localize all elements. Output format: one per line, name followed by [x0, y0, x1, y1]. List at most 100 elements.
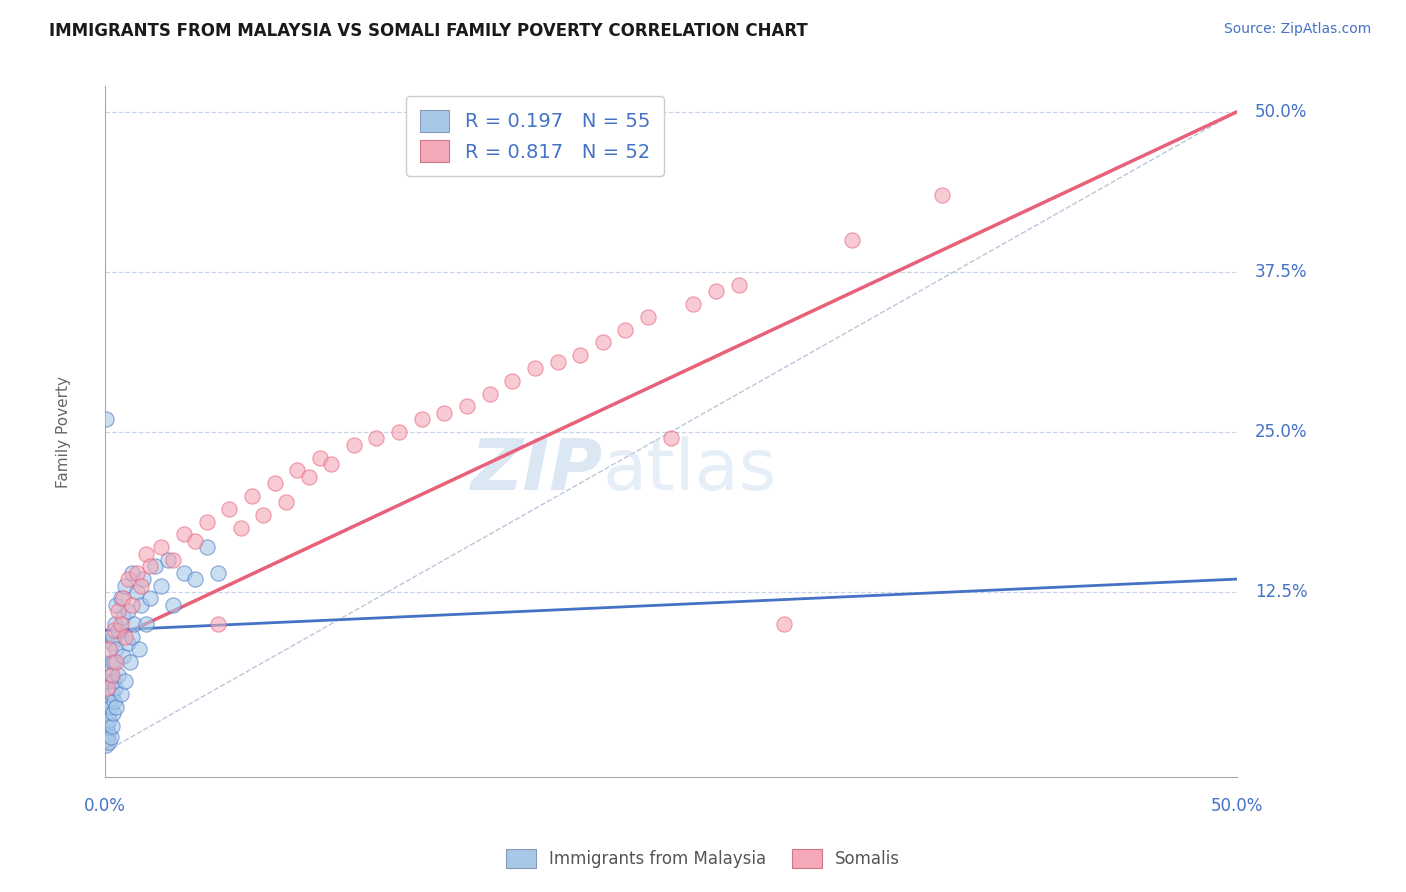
Point — [97, 706, 120, 721]
Text: Family Poverty: Family Poverty — [56, 376, 70, 488]
Point — [94, 412, 117, 426]
Point — [118, 655, 141, 669]
Point — [111, 591, 134, 606]
Point — [100, 636, 122, 650]
Point — [727, 277, 749, 292]
Point — [105, 598, 128, 612]
Point — [117, 572, 139, 586]
Point — [105, 642, 128, 657]
Point — [100, 687, 122, 701]
Point — [195, 540, 218, 554]
Point — [184, 533, 207, 548]
Point — [121, 630, 143, 644]
Point — [125, 585, 148, 599]
Point — [614, 322, 637, 336]
Text: 50.0%: 50.0% — [1254, 103, 1308, 121]
Point — [637, 310, 659, 324]
Point — [103, 624, 125, 638]
Point — [125, 566, 148, 580]
Point — [98, 734, 121, 748]
Point — [101, 630, 124, 644]
Point — [132, 572, 155, 586]
Point — [110, 687, 132, 701]
Point — [252, 508, 274, 522]
Point — [100, 730, 122, 744]
Point — [100, 655, 122, 669]
Point — [107, 604, 129, 618]
Text: 0.0%: 0.0% — [84, 797, 125, 814]
Point — [150, 578, 173, 592]
Text: 37.5%: 37.5% — [1254, 263, 1308, 281]
Point — [218, 501, 240, 516]
Point — [285, 463, 308, 477]
Point — [135, 547, 157, 561]
Point — [111, 610, 134, 624]
Point — [773, 616, 796, 631]
Point — [129, 598, 152, 612]
Point — [110, 616, 132, 631]
Point — [135, 616, 157, 631]
Point — [101, 706, 124, 721]
Point — [111, 648, 134, 663]
Text: IMMIGRANTS FROM MALAYSIA VS SOMALI FAMILY POVERTY CORRELATION CHART: IMMIGRANTS FROM MALAYSIA VS SOMALI FAMIL… — [49, 22, 808, 40]
Point — [98, 713, 121, 727]
Text: 25.0%: 25.0% — [1254, 423, 1308, 441]
Point — [411, 412, 433, 426]
Point — [207, 616, 229, 631]
Point — [104, 681, 127, 695]
Point — [100, 668, 122, 682]
Point — [103, 694, 125, 708]
Point — [117, 636, 139, 650]
Point — [841, 233, 863, 247]
Point — [98, 694, 121, 708]
Point — [139, 559, 162, 574]
Point — [592, 335, 614, 350]
Legend: Immigrants from Malaysia, Somalis: Immigrants from Malaysia, Somalis — [499, 842, 907, 875]
Point — [157, 553, 180, 567]
Point — [173, 527, 195, 541]
Point — [501, 374, 523, 388]
Text: 12.5%: 12.5% — [1254, 582, 1308, 601]
Text: atlas: atlas — [603, 436, 778, 505]
Point — [547, 354, 569, 368]
Point — [321, 457, 343, 471]
Point — [366, 431, 388, 445]
Point — [704, 284, 727, 298]
Point — [104, 616, 127, 631]
Point — [569, 348, 592, 362]
Point — [96, 732, 118, 747]
Point — [98, 674, 121, 689]
Point — [150, 540, 173, 554]
Point — [121, 598, 143, 612]
Point — [263, 476, 285, 491]
Point — [309, 450, 332, 465]
Text: ZIP: ZIP — [471, 436, 603, 505]
Point — [117, 604, 139, 618]
Point — [184, 572, 207, 586]
Point — [96, 719, 118, 733]
Point — [114, 630, 136, 644]
Point — [105, 655, 128, 669]
Point — [100, 700, 122, 714]
Point — [124, 616, 146, 631]
Point — [139, 591, 162, 606]
Point — [98, 642, 121, 657]
Point — [97, 725, 120, 739]
Point — [121, 566, 143, 580]
Point — [143, 559, 166, 574]
Point — [931, 188, 953, 202]
Point — [682, 297, 704, 311]
Text: Source: ZipAtlas.com: Source: ZipAtlas.com — [1223, 22, 1371, 37]
Point — [162, 598, 184, 612]
Point — [229, 521, 252, 535]
Point — [162, 553, 184, 567]
Point — [478, 386, 501, 401]
Point — [105, 700, 128, 714]
Point — [129, 578, 152, 592]
Point — [659, 431, 682, 445]
Point — [128, 642, 150, 657]
Point — [107, 668, 129, 682]
Point — [114, 578, 136, 592]
Legend: R = 0.197   N = 55, R = 0.817   N = 52: R = 0.197 N = 55, R = 0.817 N = 52 — [406, 96, 664, 176]
Point — [94, 739, 117, 753]
